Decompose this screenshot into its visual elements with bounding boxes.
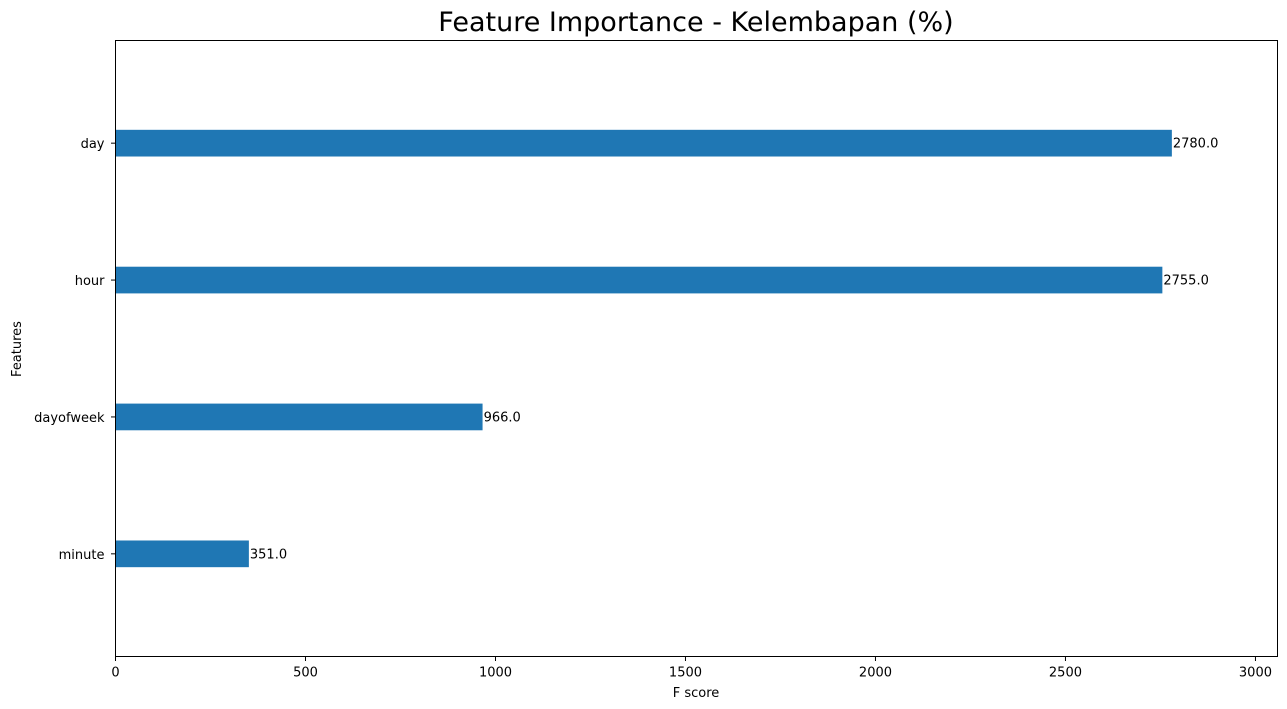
bar-minute [115, 540, 249, 568]
x-tick-label-2000: 2000 [859, 666, 892, 681]
x-tick-label-1000: 1000 [479, 666, 512, 681]
data-label-day: 2780.0 [1173, 137, 1219, 152]
x-tick-label-3000: 3000 [1239, 666, 1272, 681]
chart-title: Feature Importance - Kelembapan (%) [438, 7, 953, 38]
data-label-minute: 351.0 [250, 547, 287, 562]
y-axis-ticks: minute dayofweek hour day [34, 137, 116, 563]
y-tick-label-hour: hour [75, 274, 105, 289]
bar-dayofweek [115, 403, 483, 431]
data-label-hour: 2755.0 [1163, 274, 1209, 289]
y-tick-label-minute: minute [59, 548, 105, 563]
plot-frame [115, 40, 1278, 657]
x-axis-label: F score [673, 686, 720, 701]
x-tick-label-0: 0 [111, 666, 119, 681]
x-tick-label-500: 500 [293, 666, 318, 681]
y-tick-label-dayofweek: dayofweek [34, 411, 105, 426]
bar-hour [115, 266, 1163, 294]
x-axis-ticks: 0 500 1000 1500 2000 2500 3000 [111, 656, 1272, 681]
bars-layer [115, 129, 1172, 568]
data-labels-layer: 351.0 966.0 2755.0 2780.0 [250, 137, 1218, 563]
x-tick-label-1500: 1500 [669, 666, 702, 681]
y-tick-label-day: day [81, 137, 105, 152]
y-axis-label: Features [10, 321, 25, 377]
bar-day [115, 129, 1172, 157]
data-label-dayofweek: 966.0 [484, 410, 521, 425]
x-tick-label-2500: 2500 [1049, 666, 1082, 681]
